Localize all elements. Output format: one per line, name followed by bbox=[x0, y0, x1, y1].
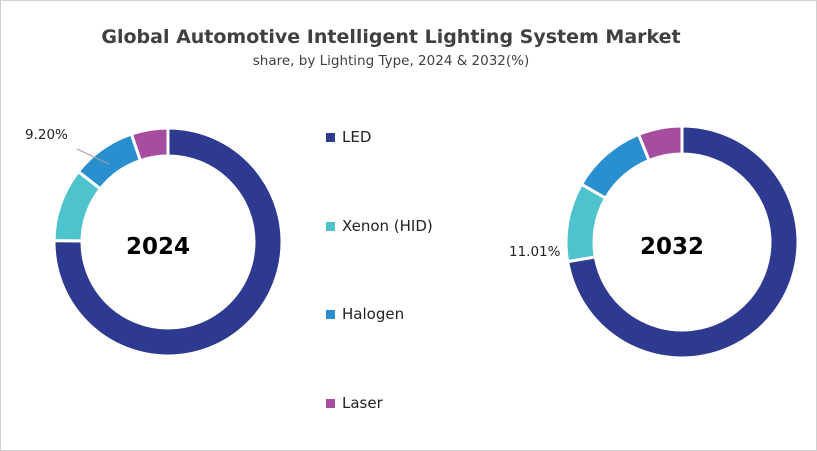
donut-slice-laser bbox=[636, 124, 684, 163]
legend-item-halogen: Halogen bbox=[326, 305, 404, 323]
donut-slice-led bbox=[565, 124, 800, 360]
donut-slice-laser bbox=[129, 126, 170, 163]
legend-item-laser: Laser bbox=[326, 394, 383, 412]
data-label-xenon: 11.01% bbox=[509, 244, 561, 260]
center-label: 2032 bbox=[640, 234, 704, 260]
donut-slice-halogen bbox=[579, 132, 652, 201]
legend-label: Halogen bbox=[342, 305, 405, 323]
center-label: 2024 bbox=[126, 234, 190, 260]
legend-item-xenon: Xenon (HID) bbox=[326, 217, 433, 235]
leader-line bbox=[76, 148, 110, 165]
legend-swatch bbox=[326, 132, 335, 142]
legend-swatch bbox=[326, 221, 335, 231]
legend-label: Xenon (HID) bbox=[342, 217, 433, 235]
legend-label: LED bbox=[342, 128, 372, 146]
data-label-halogen: 9.20% bbox=[25, 127, 68, 143]
chart-title: Global Automotive Intelligent Lighting S… bbox=[101, 26, 681, 48]
chart-subtitle: share, by Lighting Type, 2024 & 2032(%) bbox=[252, 53, 530, 69]
donut-slice-led bbox=[52, 126, 284, 358]
legend-swatch bbox=[326, 398, 335, 408]
legend-label: Laser bbox=[342, 394, 383, 412]
donut-slice-halogen bbox=[76, 132, 143, 191]
legend-swatch bbox=[326, 309, 335, 319]
legend-item-led: LED bbox=[326, 128, 371, 146]
